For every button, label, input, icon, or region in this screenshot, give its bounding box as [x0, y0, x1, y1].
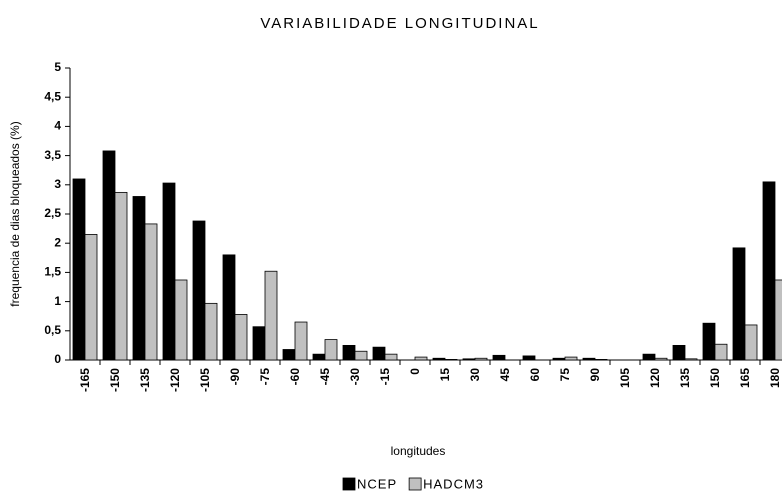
x-tick-label: -120 — [168, 368, 182, 392]
x-tick-label: 15 — [438, 368, 452, 382]
bar — [192, 220, 206, 361]
bar — [102, 150, 116, 361]
y-tick-label: 3 — [54, 177, 61, 191]
y-tick-label: 0 — [54, 352, 61, 366]
bar — [234, 314, 248, 361]
x-tick-label: -135 — [138, 368, 152, 392]
x-tick-label: -45 — [318, 368, 332, 386]
bar — [294, 321, 308, 361]
x-tick-label: -105 — [198, 368, 212, 392]
x-tick-label: 60 — [528, 368, 542, 382]
bar — [144, 223, 158, 361]
bar — [342, 344, 356, 361]
bar — [312, 353, 326, 361]
y-tick-label: 0,5 — [44, 323, 61, 337]
bar — [84, 234, 98, 361]
bar — [744, 324, 758, 361]
bar — [354, 350, 368, 361]
x-tick-label: -60 — [288, 368, 302, 386]
bar — [702, 322, 716, 361]
legend-label: NCEP — [357, 476, 397, 491]
bar — [774, 279, 782, 361]
bar — [642, 353, 656, 361]
y-tick-label: 1 — [54, 294, 61, 308]
bar — [324, 339, 338, 361]
x-tick-label: -30 — [348, 368, 362, 386]
x-axis-label: longitudes — [391, 444, 446, 458]
x-tick-label: 165 — [738, 368, 752, 388]
bar — [72, 178, 86, 361]
bar — [282, 349, 296, 361]
bar — [162, 182, 176, 361]
x-tick-label: 135 — [678, 368, 692, 388]
bar — [672, 344, 686, 361]
bar — [444, 359, 458, 361]
bar — [714, 343, 728, 361]
bar — [732, 247, 746, 361]
x-tick-label: 30 — [468, 368, 482, 382]
bar — [384, 353, 398, 361]
bar — [204, 302, 218, 361]
bar — [762, 181, 776, 361]
y-tick-label: 2 — [54, 235, 61, 249]
bar — [114, 191, 128, 361]
bar — [432, 357, 446, 361]
bar — [684, 358, 698, 361]
bar — [132, 196, 146, 361]
bar — [252, 326, 266, 361]
x-tick-label: -15 — [378, 368, 392, 386]
legend-label: HADCM3 — [423, 476, 484, 491]
bar — [522, 355, 536, 361]
x-tick-label: 75 — [558, 368, 572, 382]
x-tick-label: 120 — [648, 368, 662, 388]
y-tick-label: 3,5 — [44, 148, 61, 162]
y-tick-label: 4 — [54, 119, 61, 133]
bar — [654, 357, 668, 361]
x-tick-label: 105 — [618, 368, 632, 388]
legend-swatch — [342, 477, 356, 491]
x-tick-label: 0 — [408, 368, 422, 375]
x-tick-label: -165 — [78, 368, 92, 392]
x-tick-label: -150 — [108, 368, 122, 392]
bar — [264, 270, 278, 361]
y-tick-label: 1,5 — [44, 265, 61, 279]
bar — [174, 279, 188, 361]
bar — [462, 358, 476, 361]
y-tick-label: 2,5 — [44, 206, 61, 220]
x-tick-label: -90 — [228, 368, 242, 386]
bar — [492, 354, 506, 361]
bar — [222, 254, 236, 361]
x-tick-label: 180 — [768, 368, 782, 388]
bar — [564, 356, 578, 361]
bar — [414, 356, 428, 361]
bar — [594, 359, 608, 361]
y-tick-label: 5 — [54, 60, 61, 74]
bar — [552, 357, 566, 361]
legend-swatch — [408, 477, 422, 491]
x-tick-label: 150 — [708, 368, 722, 388]
bar — [582, 357, 596, 361]
y-tick-label: 4,5 — [44, 89, 61, 103]
bar — [372, 346, 386, 361]
x-tick-label: -75 — [258, 368, 272, 386]
x-tick-label: 45 — [498, 368, 512, 382]
y-axis-label: frequencia de dias bloqueados (%) — [8, 121, 22, 306]
x-tick-label: 90 — [588, 368, 602, 382]
bar — [474, 357, 488, 361]
chart-title: VARIABILIDADE LONGITUDINAL — [260, 15, 539, 32]
